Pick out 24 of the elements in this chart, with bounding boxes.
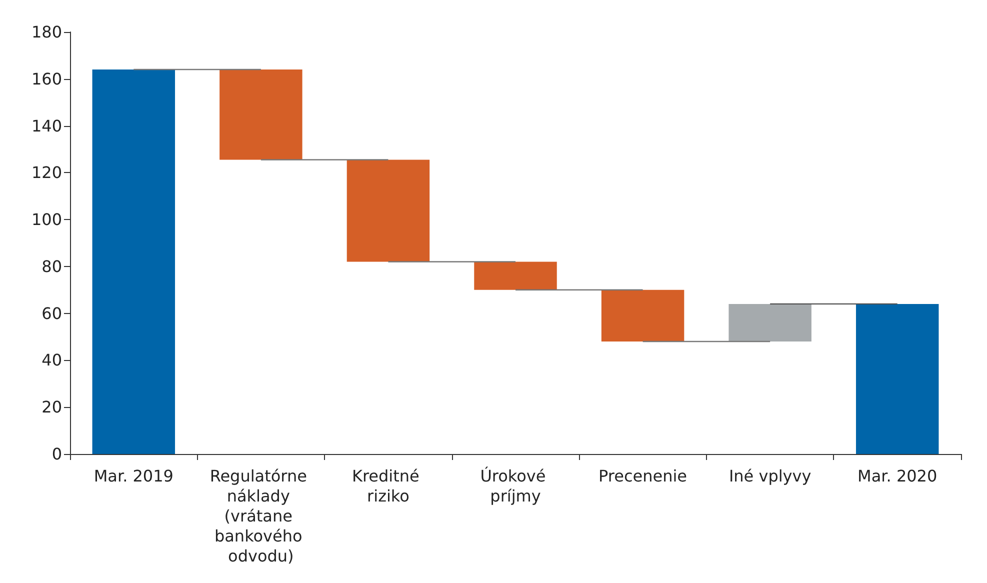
y-tick-label: 180 — [31, 22, 62, 42]
bar — [474, 262, 557, 290]
y-tick-label: 20 — [42, 398, 62, 417]
x-tick-label: Regulatórne náklady (vrátane bankového odvodu) — [210, 466, 312, 566]
y-tick-label: 60 — [42, 304, 62, 323]
x-tick-label: Kreditné riziko — [352, 466, 424, 506]
bar — [346, 160, 430, 262]
x-tick-label: Mar. 2019 — [94, 466, 174, 486]
y-tick-label: 160 — [31, 69, 62, 88]
y-tick-label: 100 — [31, 210, 62, 230]
y-tick-label: 40 — [42, 350, 62, 370]
x-tick-label: Úrokové príjmy — [480, 466, 551, 506]
x-tick-label: Precenenie — [598, 466, 688, 486]
x-tick-label: Mar. 2020 — [858, 466, 938, 486]
y-tick-label: 120 — [31, 163, 62, 182]
y-tick-label: 140 — [31, 116, 62, 136]
bar — [601, 290, 684, 342]
x-tick-label: Iné vplyvy — [728, 466, 812, 486]
bar — [220, 70, 302, 160]
y-tick-label: 0 — [52, 444, 62, 464]
y-tick-label: 80 — [42, 256, 62, 276]
bar — [92, 70, 176, 454]
bar — [856, 304, 939, 454]
bar — [728, 304, 812, 342]
